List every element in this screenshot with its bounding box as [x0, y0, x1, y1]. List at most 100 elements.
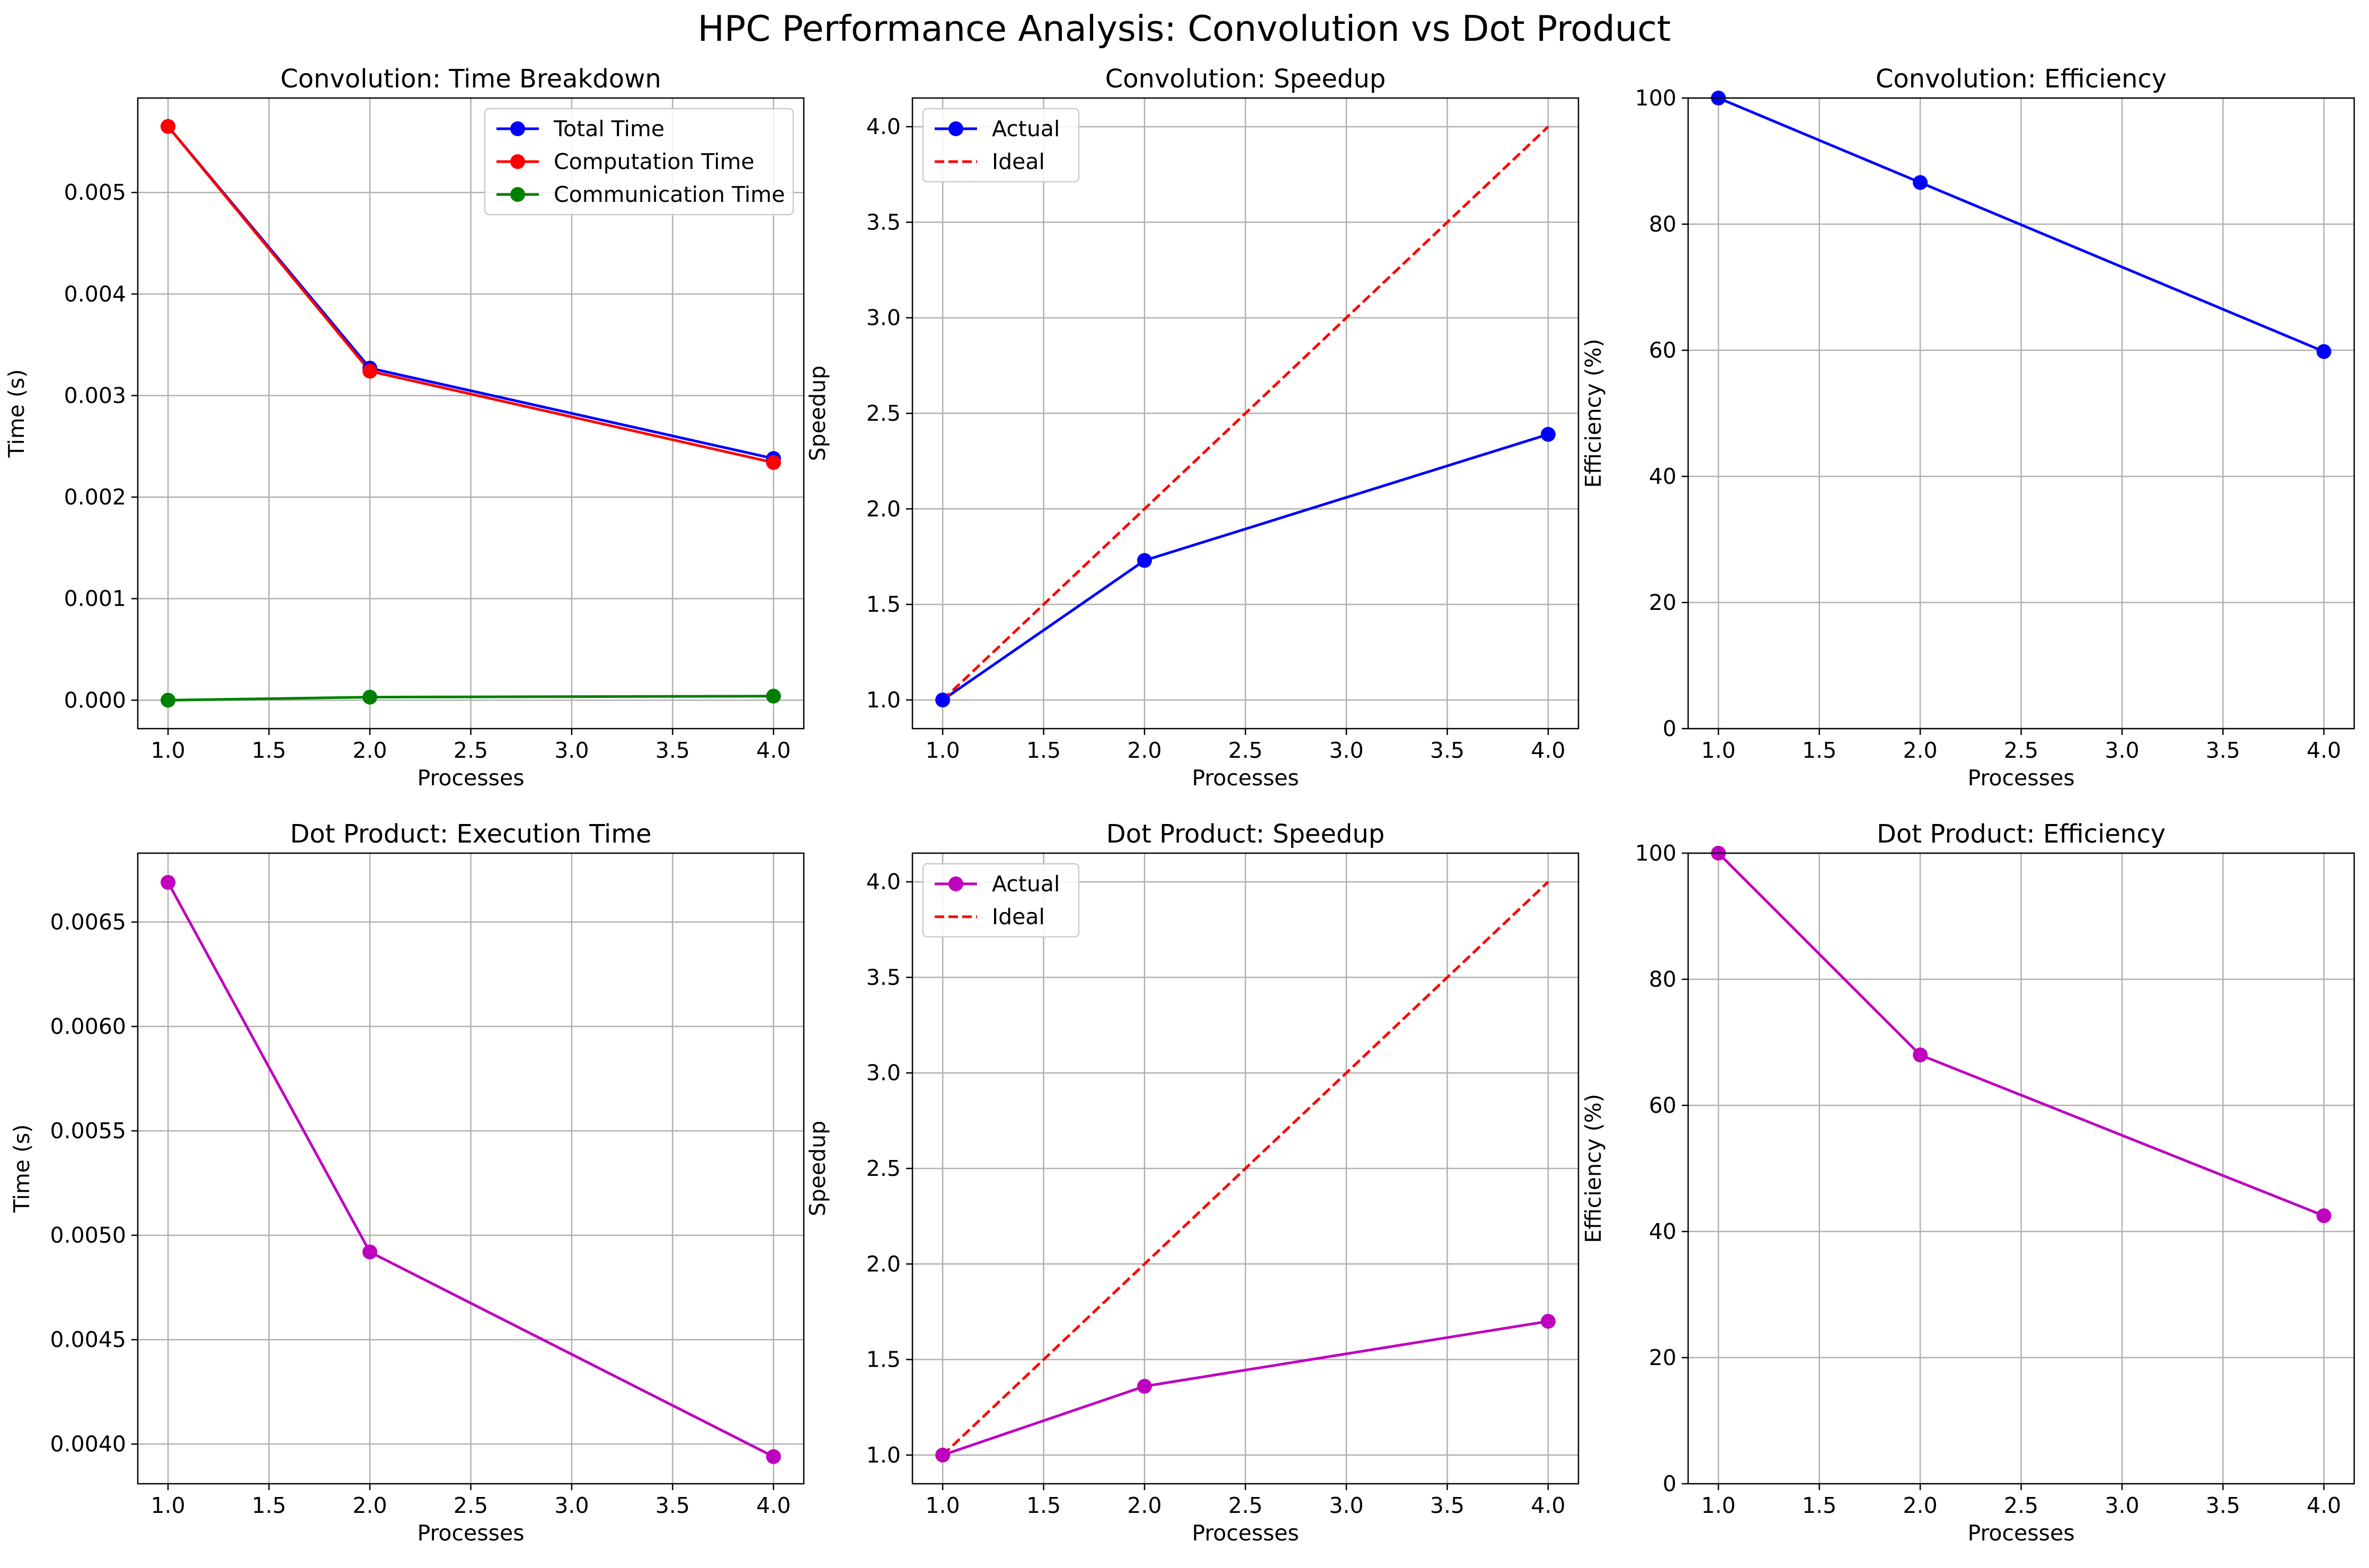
data-point-communication-time — [362, 689, 378, 705]
y-tick-label: 100 — [1635, 85, 1676, 111]
y-tick-label: 4.0 — [866, 869, 901, 894]
x-tick-label: 1.0 — [926, 738, 960, 763]
y-tick-label: 3.5 — [866, 964, 901, 990]
y-tick-label: 20 — [1649, 590, 1676, 615]
data-point-series-1 — [1913, 175, 1928, 190]
y-tick-label: 0.0045 — [50, 1327, 126, 1352]
x-tick-label: 4.0 — [1531, 738, 1565, 763]
y-tick-label: 80 — [1649, 211, 1676, 237]
plot-frame — [1687, 852, 2355, 1485]
data-point-series-1 — [766, 1449, 781, 1464]
x-tick-label: 3.5 — [655, 738, 690, 763]
y-tick-label: 60 — [1649, 338, 1676, 363]
plot-frame — [911, 852, 1580, 1485]
y-tick-label: 0.0065 — [50, 909, 126, 935]
panel-title: Convolution: Speedup — [1105, 64, 1386, 94]
data-point-series-1 — [1913, 1047, 1928, 1062]
data-point-series-1 — [362, 1244, 378, 1260]
y-tick-label: 0 — [1663, 716, 1676, 741]
x-tick-label: 3.0 — [1329, 1493, 1363, 1518]
y-tick-label: 1.0 — [866, 687, 901, 713]
legend-marker-actual — [948, 876, 963, 891]
x-tick-label: 3.5 — [655, 1493, 690, 1518]
legend-box — [484, 108, 794, 216]
panel-title: Dot Product: Speedup — [1106, 819, 1385, 849]
x-tick-label: 1.5 — [252, 738, 286, 763]
x-tick-label: 3.5 — [1430, 1493, 1465, 1518]
data-point-series-1 — [161, 875, 176, 890]
x-tick-label: 2.0 — [1127, 738, 1161, 763]
y-tick-label: 0.000 — [64, 687, 126, 713]
x-axis-label: Processes — [1967, 765, 2074, 791]
x-tick-label: 2.0 — [1127, 1493, 1161, 1518]
y-tick-label: 4.0 — [866, 114, 901, 139]
y-tick-label: 0.002 — [64, 484, 126, 510]
x-tick-label: 2.5 — [1228, 738, 1263, 763]
y-tick-label: 100 — [1635, 840, 1676, 866]
y-tick-label: 2.5 — [866, 401, 901, 426]
x-tick-label: 4.0 — [756, 1493, 791, 1518]
y-tick-label: 1.5 — [866, 592, 901, 617]
chart-panel-6: Dot Product: Efficiency 1.0 1.5 2.0 2.5 3.0 3.… — [1581, 819, 2355, 1546]
chart-panel-1: Convolution: Time Breakdown 1.0 1.5 2.0 2.5 3… — [4, 64, 805, 791]
chart-panel-4: Dot Product: Execution Time 1.0 1.5 2.0 2.5 3… — [9, 819, 805, 1546]
panel-title: Convolution: Time Breakdown — [280, 64, 661, 94]
data-point-computation-time — [362, 364, 378, 379]
data-point-actual — [1540, 1314, 1556, 1329]
y-axis-label: Time (s) — [4, 369, 29, 458]
legend-label: Communication Time — [554, 182, 785, 207]
data-point-actual — [935, 1447, 951, 1463]
x-tick-label: 1.0 — [1701, 1493, 1736, 1518]
data-point-actual — [1137, 553, 1152, 568]
y-tick-label: 0.004 — [64, 281, 126, 307]
x-tick-label: 3.5 — [2206, 738, 2240, 763]
y-tick-label: 3.0 — [866, 1060, 901, 1086]
x-axis-label: Processes — [1192, 1520, 1299, 1546]
x-tick-label: 1.0 — [151, 738, 185, 763]
plot-frame — [137, 97, 805, 730]
legend-label: Actual — [992, 871, 1060, 897]
x-tick-label: 1.0 — [926, 1493, 960, 1518]
x-tick-label: 1.5 — [1802, 1493, 1836, 1518]
y-tick-label: 0.0040 — [50, 1431, 126, 1457]
x-tick-label: 1.0 — [1701, 738, 1736, 763]
data-point-communication-time — [161, 693, 176, 708]
x-tick-label: 3.0 — [1329, 738, 1363, 763]
y-tick-label: 0.0050 — [50, 1222, 126, 1248]
legend: Total Time Computation Time Communication … — [484, 108, 794, 216]
y-tick-label: 0.0060 — [50, 1014, 126, 1039]
y-axis-label: Time (s) — [9, 1124, 34, 1213]
x-tick-label: 3.5 — [2206, 1493, 2240, 1518]
x-axis-label: Processes — [417, 765, 524, 791]
data-point-actual — [935, 692, 951, 707]
x-tick-label: 4.0 — [2306, 738, 2341, 763]
y-axis-label: Speedup — [805, 366, 830, 462]
x-tick-label: 3.0 — [2105, 1493, 2139, 1518]
y-tick-label: 2.0 — [866, 1251, 901, 1277]
x-tick-label: 1.0 — [151, 1493, 185, 1518]
x-tick-label: 3.0 — [554, 1493, 589, 1518]
y-tick-label: 2.5 — [866, 1156, 901, 1181]
data-point-actual — [1137, 1379, 1152, 1394]
y-tick-label: 0 — [1663, 1471, 1676, 1496]
data-point-series-1 — [2316, 344, 2331, 359]
legend-label: Actual — [992, 116, 1060, 141]
panel-title: Dot Product: Efficiency — [1877, 819, 2166, 849]
x-tick-label: 3.5 — [1430, 738, 1465, 763]
legend-label: Ideal — [992, 904, 1045, 929]
data-point-computation-time — [161, 119, 176, 134]
series-line-ideal — [942, 126, 1549, 701]
series-line-ideal — [942, 881, 1549, 1456]
x-axis-label: Processes — [1967, 1520, 2074, 1546]
legend-label: Total Time — [553, 116, 664, 141]
x-tick-label: 2.0 — [1903, 1493, 1937, 1518]
data-point-computation-time — [766, 455, 781, 470]
x-tick-label: 4.0 — [2306, 1493, 2341, 1518]
x-tick-label: 2.5 — [2004, 738, 2038, 763]
plot-frame — [911, 97, 1580, 730]
y-tick-label: 2.0 — [866, 496, 901, 521]
legend-marker-computation-time — [510, 154, 525, 169]
y-tick-label: 80 — [1649, 967, 1676, 992]
x-tick-label: 2.5 — [2004, 1493, 2038, 1518]
